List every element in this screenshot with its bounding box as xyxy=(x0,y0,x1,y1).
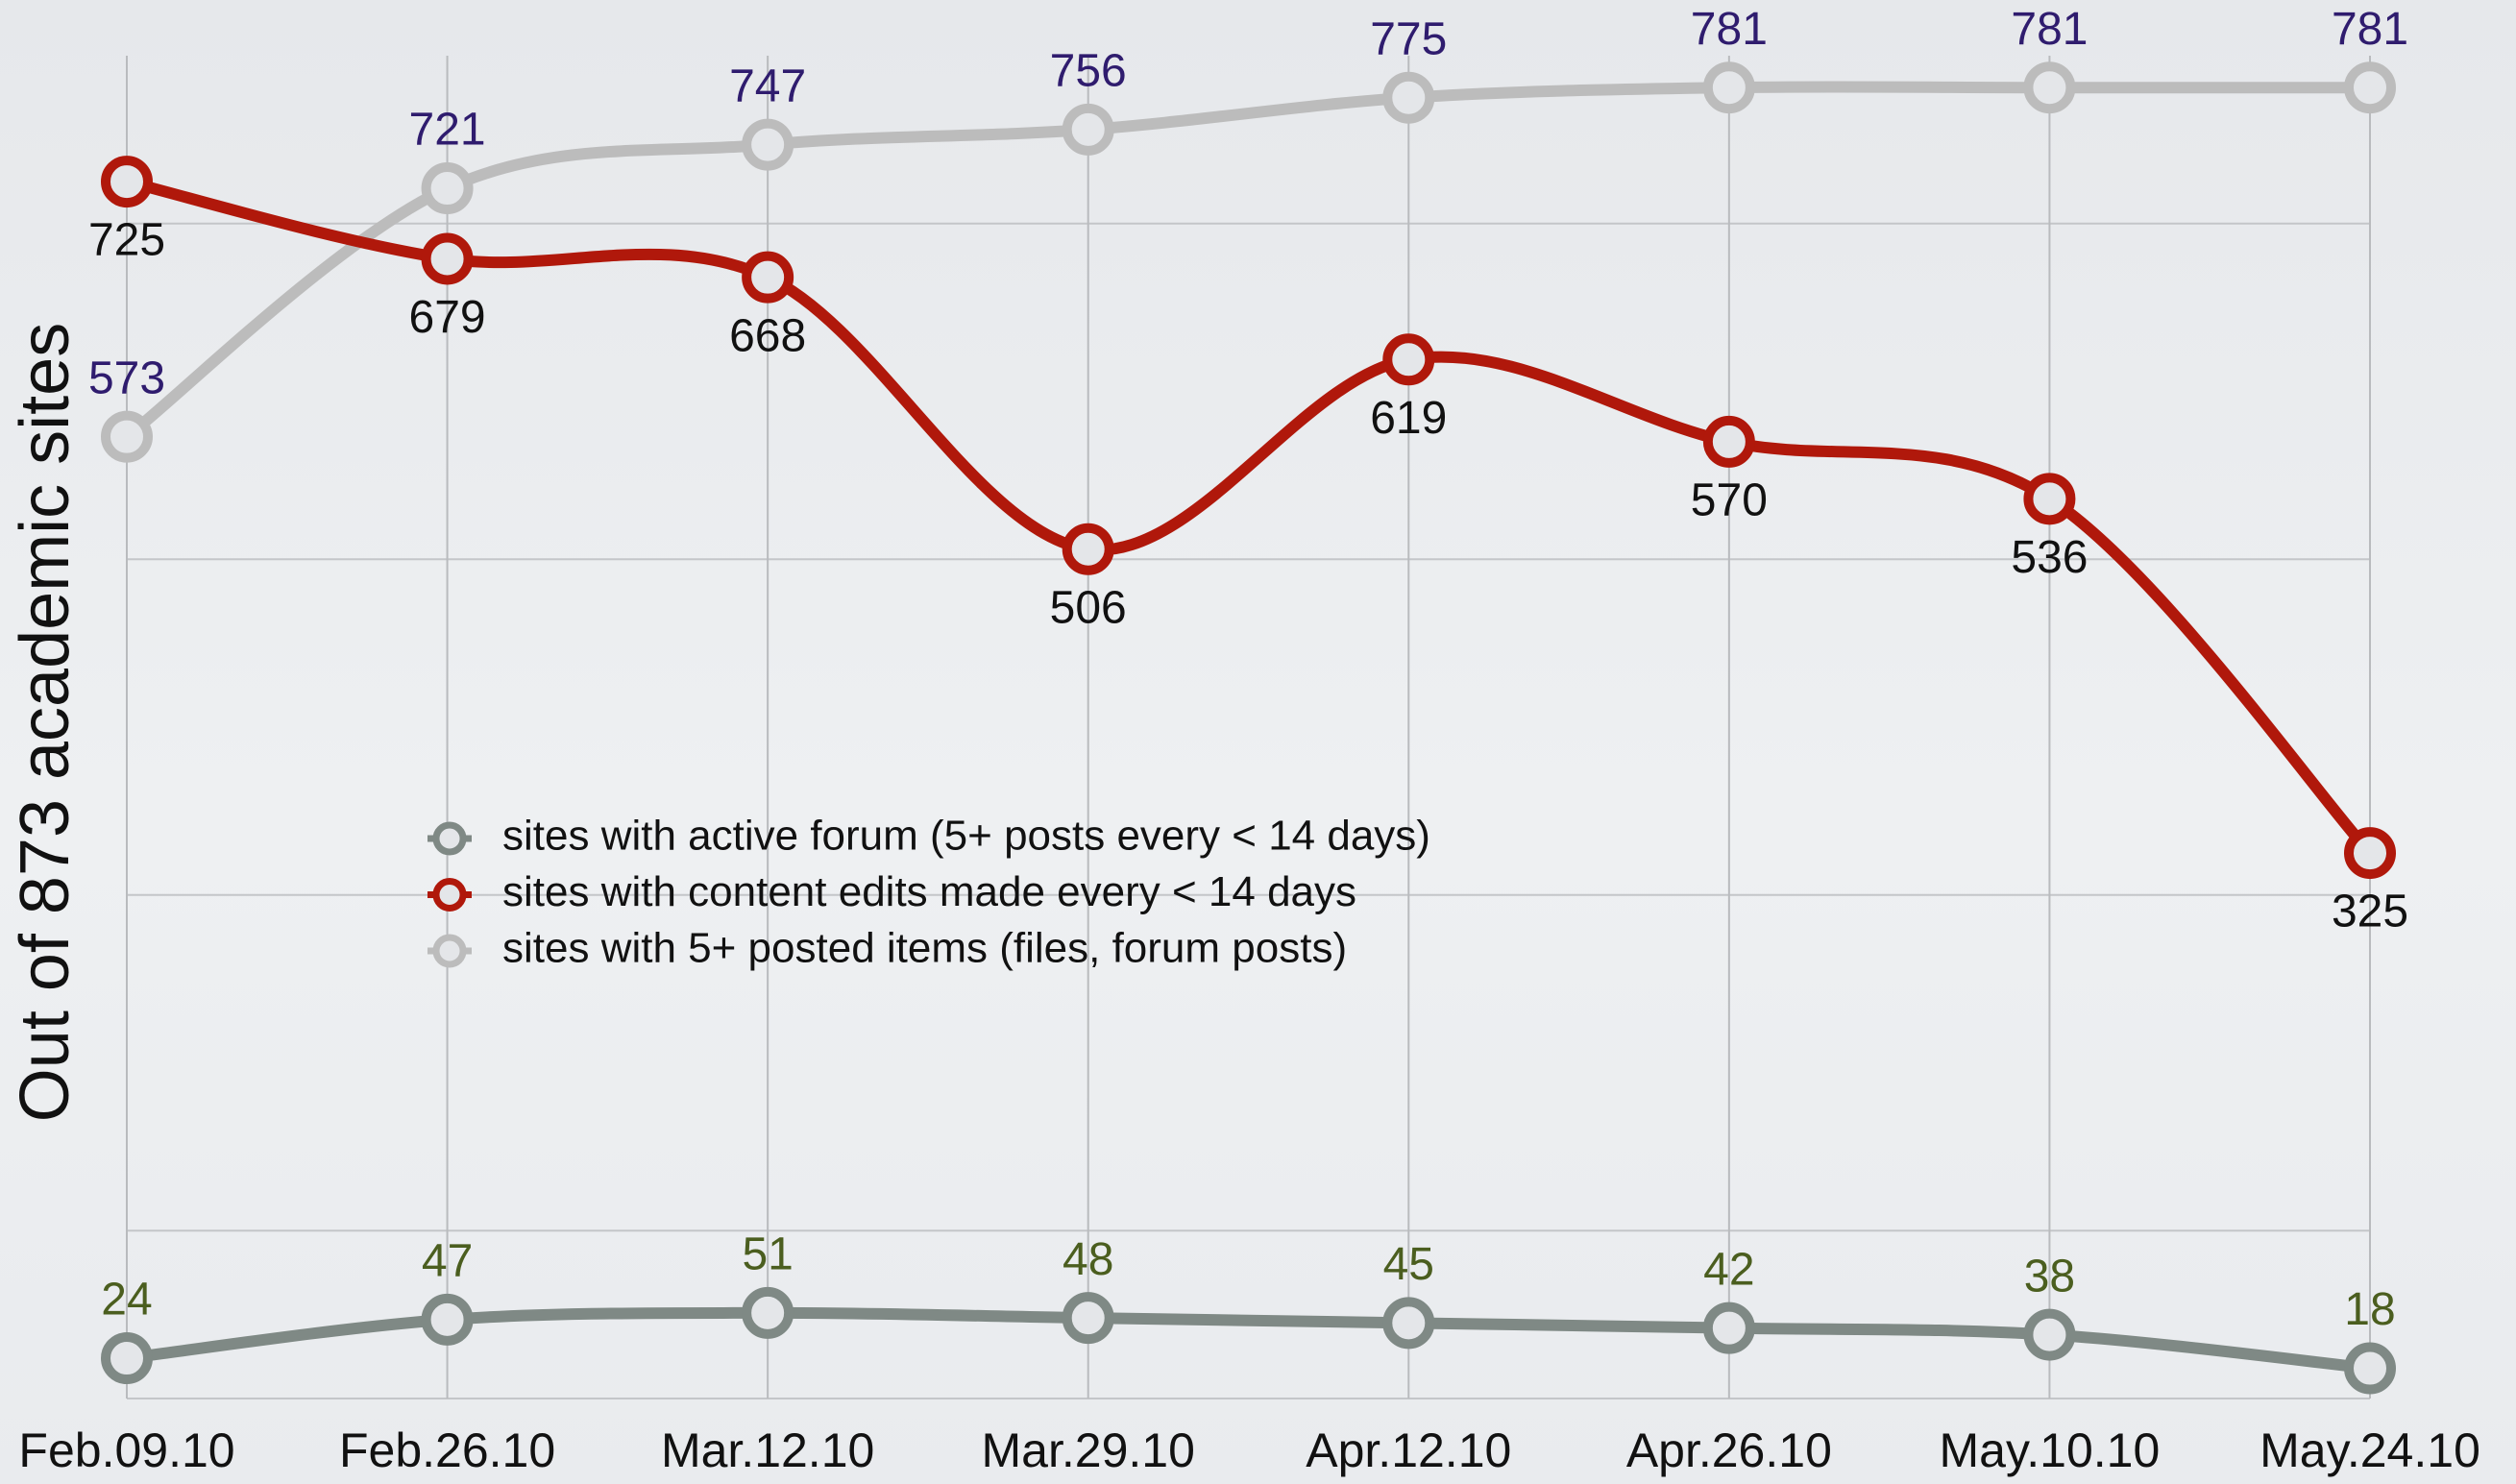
point-marker xyxy=(742,1286,794,1339)
point-marker xyxy=(2344,61,2396,114)
data-label: 725 xyxy=(88,215,165,266)
data-label: 668 xyxy=(729,310,806,361)
point-marker xyxy=(2023,473,2076,525)
point-marker xyxy=(742,118,794,171)
point-marker xyxy=(1382,333,1435,386)
data-label: 48 xyxy=(1063,1234,1113,1285)
data-label: 18 xyxy=(2344,1284,2395,1335)
data-label: 781 xyxy=(2011,4,2088,55)
point-marker xyxy=(1382,1297,1435,1350)
data-label: 721 xyxy=(409,105,486,156)
point-marker xyxy=(101,156,153,208)
legend-marker xyxy=(432,878,467,912)
point-marker xyxy=(101,1332,153,1385)
point-marker xyxy=(742,251,794,304)
x-tick-label: May.24.10 xyxy=(2260,1423,2480,1477)
legend-label: sites with 5+ posted items (files, forum… xyxy=(502,925,1347,972)
series-line xyxy=(121,1306,2376,1375)
data-label: 45 xyxy=(1383,1239,1434,1290)
point-marker xyxy=(1702,61,1755,114)
x-tick-label: May.10.10 xyxy=(1940,1423,2161,1477)
x-tick-label: Apr.26.10 xyxy=(1626,1423,1832,1477)
data-label: 781 xyxy=(1691,4,1768,55)
point-marker xyxy=(2023,1308,2076,1361)
data-label: 573 xyxy=(88,353,165,403)
point-marker xyxy=(421,232,474,285)
data-label: 51 xyxy=(742,1229,793,1280)
legend-label: sites with content edits made every < 14… xyxy=(502,868,1356,915)
data-label: 570 xyxy=(1691,475,1768,526)
point-marker xyxy=(421,1293,474,1346)
point-marker xyxy=(1702,415,1755,468)
point-marker xyxy=(1062,103,1114,156)
point-marker xyxy=(1702,1302,1755,1354)
point-marker xyxy=(2023,61,2076,114)
data-label: 47 xyxy=(422,1236,473,1287)
data-label: 38 xyxy=(2024,1251,2075,1302)
x-tick-label: Feb.26.10 xyxy=(339,1423,555,1477)
point-marker xyxy=(1062,1292,1114,1345)
point-marker xyxy=(1382,71,1435,124)
x-tick-label: Mar.12.10 xyxy=(661,1423,874,1477)
data-label: 781 xyxy=(2332,4,2408,55)
point-marker xyxy=(101,410,153,463)
legend-marker xyxy=(432,934,467,968)
data-label: 747 xyxy=(729,61,806,111)
legend-label: sites with active forum (5+ posts every … xyxy=(502,813,1430,860)
data-label: 536 xyxy=(2011,532,2088,583)
y-axis-label: Out of 873 academic sites xyxy=(7,323,84,1122)
data-label: 679 xyxy=(409,292,486,343)
data-label: 775 xyxy=(1370,13,1447,64)
x-tick-label: Feb.09.10 xyxy=(18,1423,234,1477)
point-marker xyxy=(1062,523,1114,575)
point-marker xyxy=(2344,827,2396,880)
point-marker xyxy=(2344,1342,2396,1395)
data-label: 756 xyxy=(1050,46,1127,97)
data-label: 325 xyxy=(2332,887,2408,937)
point-marker xyxy=(421,162,474,215)
data-label: 42 xyxy=(1703,1244,1754,1295)
legend-marker xyxy=(432,821,467,856)
x-tick-label: Mar.29.10 xyxy=(982,1423,1195,1477)
x-tick-label: Apr.12.10 xyxy=(1306,1423,1511,1477)
data-label: 24 xyxy=(101,1275,152,1326)
data-label: 619 xyxy=(1370,393,1447,444)
data-label: 506 xyxy=(1050,582,1127,633)
